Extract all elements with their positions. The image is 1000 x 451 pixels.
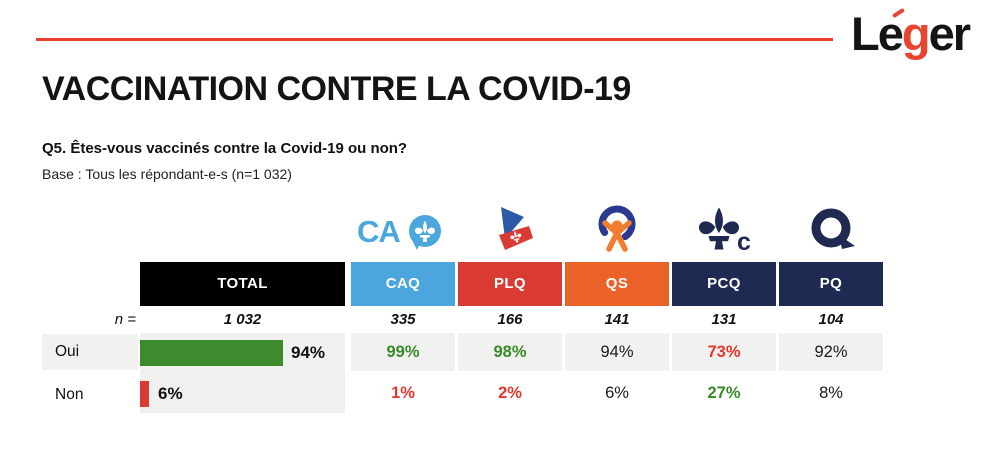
logo-text-right: er <box>928 7 971 60</box>
svg-text:c: c <box>737 228 751 254</box>
oui-pcq-value: 73% <box>672 333 776 371</box>
question-text: Q5. Êtes-vous vaccinés contre la Covid-1… <box>42 140 408 157</box>
logo-text-left: Le <box>851 7 904 60</box>
pcq-logo: c <box>672 202 776 258</box>
leger-logo: Leger <box>851 7 971 60</box>
non-pcq-value: 27% <box>672 374 776 412</box>
caq-logo: CA <box>351 202 455 258</box>
oui-plq-value: 98% <box>458 333 562 371</box>
header-pq: PQ <box>779 262 883 306</box>
row-label-non: Non <box>42 377 138 413</box>
oui-caq-value: 99% <box>351 333 455 371</box>
non-total-bar <box>140 381 150 407</box>
plq-logo <box>458 202 562 258</box>
oui-total-value: 94% <box>291 343 326 362</box>
n-qs: 141 <box>604 311 630 328</box>
non-plq-value: 2% <box>458 374 562 412</box>
n-pcq: 131 <box>711 311 737 328</box>
non-qs-value: 6% <box>565 374 669 412</box>
base-note: Base : Tous les répondant-e-s (n=1 032) <box>42 166 292 182</box>
row-label-oui: Oui <box>42 334 138 370</box>
top-rule <box>36 38 833 41</box>
header-plq: PLQ <box>458 262 562 306</box>
non-caq-value: 1% <box>351 374 455 412</box>
header-qs: QS <box>565 262 669 306</box>
header-caq: CAQ <box>351 262 455 306</box>
page-title: VACCINATION CONTRE LA COVID-19 <box>42 70 631 108</box>
non-total-value: 6% <box>158 384 183 403</box>
header-pcq: PCQ <box>672 262 776 306</box>
non-pq-value: 8% <box>779 374 883 412</box>
n-total: 1 032 <box>223 311 262 328</box>
n-caq: 335 <box>390 311 416 328</box>
oui-pq-value: 92% <box>779 333 883 371</box>
n-pq: 104 <box>818 311 844 328</box>
oui-qs-value: 94% <box>565 333 669 371</box>
logo-text-g: g <box>901 7 931 60</box>
pq-logo <box>779 202 883 258</box>
n-equals-label: n = <box>114 311 136 328</box>
qs-logo <box>565 202 669 258</box>
n-plq: 166 <box>497 311 523 328</box>
svg-text:CA: CA <box>357 214 400 249</box>
oui-total-bar <box>140 340 283 366</box>
header-total: TOTAL <box>140 262 345 306</box>
